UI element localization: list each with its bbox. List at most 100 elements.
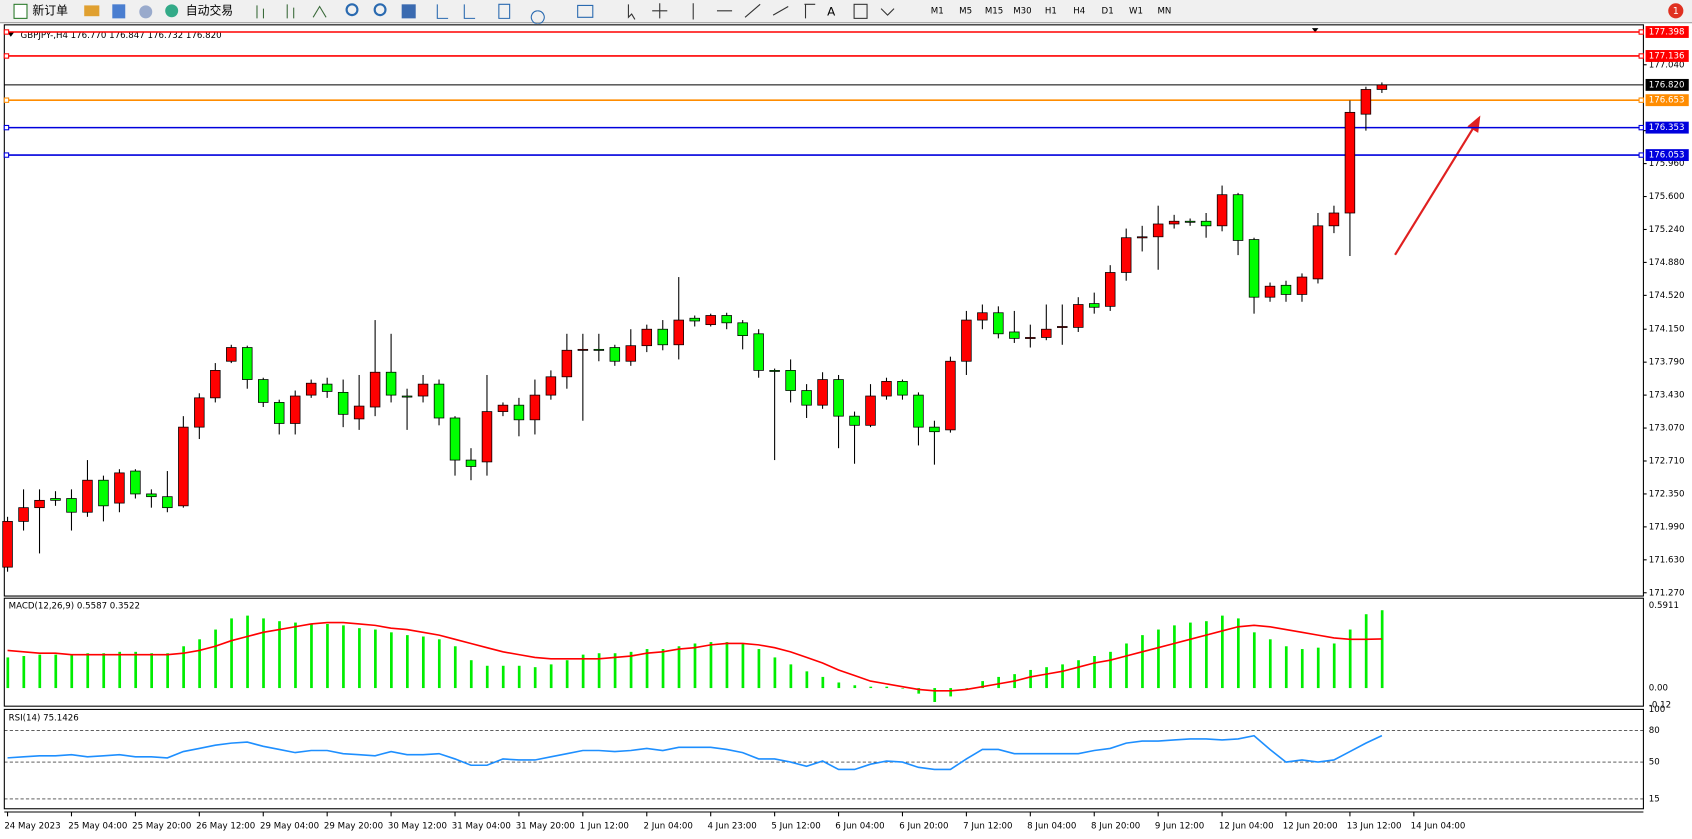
level-label: 176.653 [1649,96,1685,106]
candle-body [561,349,573,378]
tile-icon[interactable] [401,4,416,19]
candle-body [929,426,940,433]
candle-body [321,383,333,392]
y-tick-label: 174.520 [1649,291,1685,301]
candle-body [242,347,253,380]
candle-body [210,370,221,399]
level-label-box [1645,50,1689,62]
timeframe-button[interactable]: W1 [1129,6,1143,16]
x-tick-label: 30 May 12:00 [388,822,447,832]
candle-body [178,426,189,507]
macd-bar [310,623,313,689]
macd-bar [1380,610,1384,689]
chart-type-icons[interactable] [256,4,327,19]
annotation-arrow [1394,124,1476,256]
macd-bar [166,653,169,689]
candle-body [2,521,13,568]
toolbar [0,0,1692,23]
candle-body [1200,220,1212,227]
rsi-tick-label: 15 [1649,794,1660,804]
macd-bar [1348,629,1352,689]
candle-body [82,479,93,513]
timeframe-button[interactable]: H1 [1045,6,1057,16]
macd-bar [1077,660,1080,689]
candle-body [305,382,317,396]
level-label-box [1645,149,1689,162]
macd-bar [1332,643,1336,689]
candle-body [1073,304,1084,328]
level-handle [1638,53,1644,59]
candle-body [337,391,349,415]
candle-body [1376,84,1388,90]
x-tick-label: 13 Jun 12:00 [1347,822,1402,832]
x-tick-label: 14 Jun 04:00 [1411,822,1466,832]
macd-bar [517,665,521,689]
y-tick-label: 171.630 [1649,555,1685,565]
label-tool-icon[interactable] [853,3,868,19]
candle-body [1025,337,1036,339]
timeframe-button[interactable]: H4 [1073,6,1085,16]
macd-bar [246,615,249,689]
text-tool-icon[interactable]: A [827,4,836,18]
timeframe-button[interactable]: M15 [985,6,1003,16]
candle-body [657,328,668,346]
macd-bar [1157,629,1160,689]
alert-badge[interactable] [1668,3,1684,19]
timeframe-button[interactable]: D1 [1102,6,1114,16]
candle-body [689,317,700,322]
timeframe-button[interactable]: MN [1157,6,1171,16]
candle-body [1089,303,1100,308]
macd-bar [102,653,106,689]
macd-bar [278,621,281,689]
level-label-box [1645,78,1689,91]
macd-bar [453,646,457,689]
macd-bar [805,671,809,689]
icon[interactable] [139,5,153,19]
new-order-button[interactable]: 新订单 [32,3,68,17]
auto-trading-icon[interactable] [165,4,179,18]
candle-body [1057,326,1068,328]
macd-bar [949,688,953,697]
level-label: 176.053 [1649,151,1685,161]
macd-bar [86,653,90,689]
timeframe-button[interactable]: M1 [931,6,944,16]
arrow-tool-icon[interactable] [880,8,895,16]
zoom-in-icon[interactable] [345,3,359,17]
macd-bar [1125,643,1128,689]
candle-body [385,371,397,396]
timeframe-button[interactable]: M5 [959,6,972,16]
level-label: 176.353 [1649,123,1685,133]
macd-signal-line [7,621,1382,692]
macd-bar [581,654,585,689]
candle-body [146,493,157,498]
rsi-title: RSI(14) 75.1426 [9,714,79,724]
x-tick-label: 12 Jun 04:00 [1219,822,1274,832]
macd-bar [54,654,58,689]
macd-bar [965,688,969,689]
macd-tick-label: 0.5911 [1649,601,1679,611]
zoom-out-icon[interactable] [373,3,387,17]
y-tick-label: 177.040 [1649,60,1685,70]
x-tick-label: 25 May 20:00 [132,822,191,832]
x-tick-label: 25 May 04:00 [68,822,127,832]
macd-bar [565,660,569,689]
candle-body [433,383,445,419]
auto-trading-button[interactable]: 自动交易 [186,3,233,17]
macd-bar [150,653,154,689]
icon[interactable] [84,5,100,17]
tool-icons[interactable] [436,3,594,25]
level-handle [3,29,10,35]
candle-body [961,319,972,362]
x-tick-label: 26 May 12:00 [196,822,255,832]
candle-body [1296,276,1308,295]
timeframe-button[interactable]: M30 [1013,6,1031,16]
drawing-icons[interactable] [627,3,816,20]
candle-body [1248,239,1260,298]
macd-bar [869,686,873,689]
macd-bar [214,629,217,689]
icon[interactable] [112,4,126,19]
y-tick-label: 174.150 [1649,325,1685,335]
new-order-icon[interactable] [13,3,28,19]
candle-body [1152,223,1164,238]
